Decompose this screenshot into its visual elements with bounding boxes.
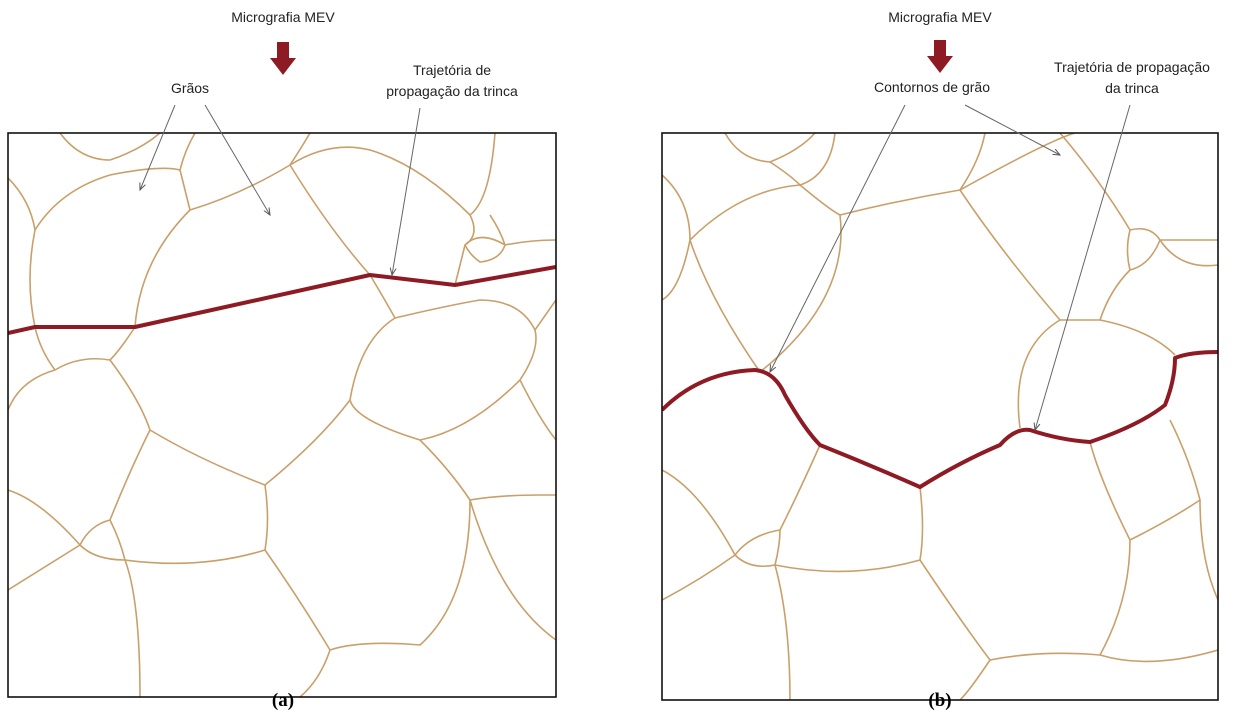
panel-title: Micrografia MEV (231, 9, 335, 25)
label: da trinca (1105, 80, 1159, 96)
caption: (a) (272, 690, 294, 711)
frame (8, 133, 556, 697)
label: Trajetória de propagação (1054, 59, 1210, 75)
caption: (b) (928, 690, 951, 711)
grains (662, 133, 1218, 700)
crack (662, 352, 1218, 487)
panel-a: Micrografia MEV Grãos Trajetória de prop… (8, 9, 556, 711)
frame (662, 133, 1218, 700)
grains (8, 133, 556, 697)
down-arrow (927, 40, 953, 73)
label: propagação da trinca (386, 83, 518, 99)
label: Trajetória de (413, 62, 491, 78)
down-arrow (270, 42, 296, 75)
label: Contornos de grão (874, 79, 990, 95)
label: Grãos (171, 80, 209, 96)
panel-title: Micrografia MEV (888, 9, 992, 25)
panel-b: Micrografia MEV Contornos de grão Trajet… (662, 9, 1218, 711)
pointer (140, 105, 175, 190)
figure: Micrografia MEV Grãos Trajetória de prop… (0, 0, 1251, 713)
crack (8, 267, 556, 333)
pointer (770, 105, 905, 372)
pointer (1035, 105, 1130, 430)
pointer (965, 105, 1060, 155)
pointer (205, 105, 270, 215)
